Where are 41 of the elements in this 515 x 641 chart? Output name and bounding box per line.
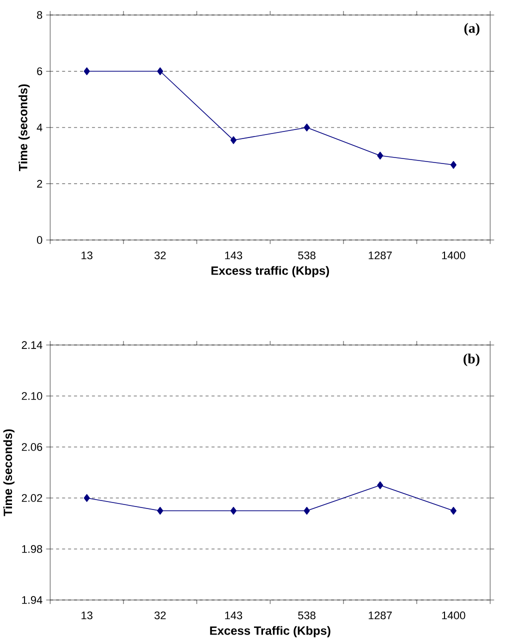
x-tick-label: 1287 [368,612,392,620]
x-tick-label: 32 [154,612,166,620]
point [377,481,384,490]
y-tick-label: 1.98 [22,545,42,553]
y-tick-label: 8 [36,11,42,19]
point [157,67,164,76]
y-axis-title: Time (seconds) [18,84,30,172]
y-tick-label: 1.94 [22,596,42,604]
x-tick-label: 538 [298,252,316,260]
y-tick-label: 2.14 [22,341,42,349]
y-axis-title: Time (seconds) [3,429,14,516]
y-tick-label: 4 [36,124,42,132]
x-tick-label: 1400 [442,252,466,260]
point [450,506,456,515]
y-tick-label: 2.06 [22,443,42,451]
x-axis-title: Excess Traffic (Kbps) [210,626,330,638]
x-tick-label: 32 [154,252,166,260]
x-tick-label: 1400 [442,612,466,620]
point [157,506,164,515]
point [377,152,384,160]
x-tick-label: 13 [81,252,92,260]
point [230,136,236,144]
y-tick-label: 2.02 [22,494,42,502]
y-tick-label: 0 [36,236,42,244]
x-axis-title: Excess traffic (Kbps) [211,266,329,278]
x-tick-label: 538 [298,612,316,620]
point [304,506,310,515]
point [84,67,90,76]
y-tick-label: 6 [37,67,42,76]
x-tick-label: 13 [81,612,92,620]
point [304,124,310,132]
annotation: (b) [464,354,480,366]
point [84,494,90,502]
x-tick-label: 143 [225,252,242,260]
annotation: (a) [464,23,480,36]
y-tick-label: 2 [37,180,42,188]
point [450,161,456,169]
x-tick-label: 143 [225,612,242,620]
x-tick-label: 1287 [368,252,392,260]
point [230,506,236,515]
y-tick-label: 2.10 [22,392,42,400]
